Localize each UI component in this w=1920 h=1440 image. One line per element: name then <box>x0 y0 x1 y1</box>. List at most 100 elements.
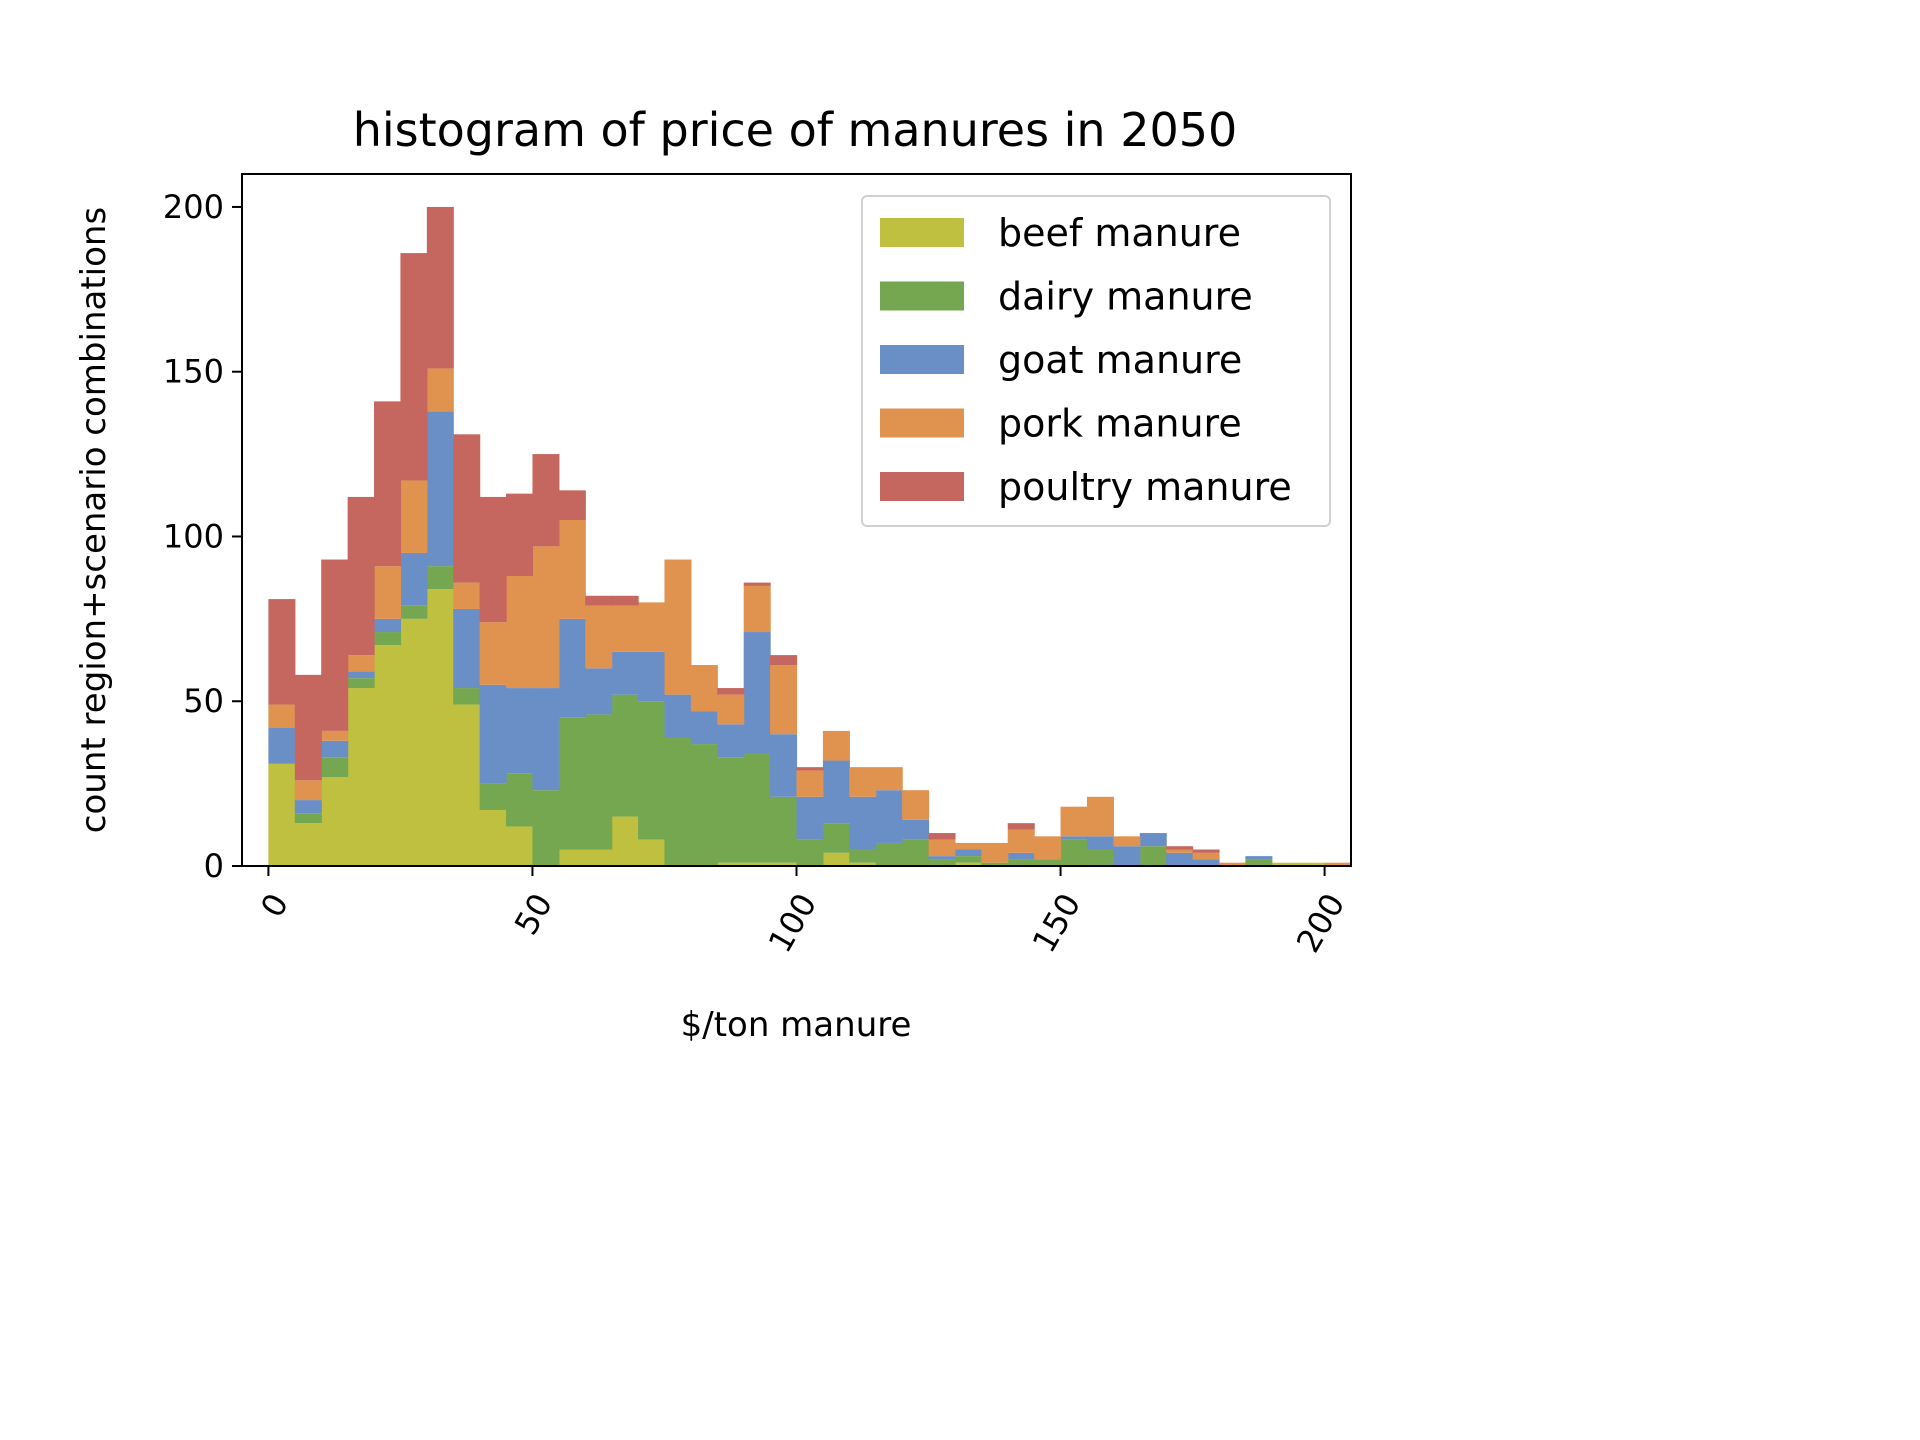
bar-goat-manure-bin-125 <box>928 856 956 860</box>
bar-beef-manure-bin-5 <box>294 823 322 866</box>
bar-beef-manure-bin-0 <box>268 763 296 866</box>
y-tick-label: 50 <box>183 682 224 720</box>
bar-beef-manure-bin-20 <box>374 645 402 866</box>
bar-goat-manure-bin-90 <box>743 632 771 754</box>
bar-pork-manure-bin-140 <box>1007 829 1035 853</box>
bar-beef-manure-bin-40 <box>479 809 507 866</box>
bar-poultry-manure-bin-40 <box>479 496 507 623</box>
bar-pork-manure-bin-100 <box>796 770 824 797</box>
bar-beef-manure-bin-190 <box>1271 862 1299 866</box>
bar-pork-manure-bin-120 <box>902 790 930 820</box>
bar-dairy-manure-bin-105 <box>822 823 850 853</box>
bar-poultry-manure-bin-175 <box>1192 849 1220 853</box>
bar-dairy-manure-bin-100 <box>796 839 824 866</box>
bar-dairy-manure-bin-95 <box>770 796 798 863</box>
bar-pork-manure-bin-105 <box>822 730 850 761</box>
bar-pork-manure-bin-70 <box>638 602 666 652</box>
bar-goat-manure-bin-95 <box>770 734 798 797</box>
bar-pork-manure-bin-170 <box>1166 849 1194 853</box>
bar-dairy-manure-bin-50 <box>532 790 560 866</box>
bar-beef-manure-bin-130 <box>954 862 982 866</box>
bar-dairy-manure-bin-5 <box>294 813 322 824</box>
bar-pork-manure-bin-175 <box>1192 852 1220 860</box>
bar-pork-manure-bin-40 <box>479 622 507 685</box>
bar-beef-manure-bin-35 <box>453 704 481 866</box>
bar-goat-manure-bin-0 <box>268 727 296 764</box>
bar-pork-manure-bin-30 <box>426 368 454 412</box>
bar-beef-manure-bin-85 <box>717 862 745 866</box>
bar-goat-manure-bin-40 <box>479 684 507 784</box>
bar-poultry-manure-bin-170 <box>1166 846 1194 850</box>
legend-swatch-poultry-manure <box>880 472 964 501</box>
bar-beef-manure-bin-65 <box>611 816 639 866</box>
bar-pork-manure-bin-60 <box>585 605 613 669</box>
bar-pork-manure-bin-160 <box>1113 836 1141 847</box>
y-axis: 0 50 100 150 200 <box>163 188 242 885</box>
bar-dairy-manure-bin-165 <box>1139 846 1167 866</box>
bar-goat-manure-bin-5 <box>294 800 322 814</box>
bar-goat-manure-bin-155 <box>1086 836 1114 850</box>
x-axis-label: $/ton manure <box>681 1005 912 1045</box>
chart-title: histogram of price of manures in 2050 <box>353 103 1238 157</box>
bar-goat-manure-bin-60 <box>585 668 613 715</box>
bar-goat-manure-bin-85 <box>717 724 745 758</box>
bar-goat-manure-bin-70 <box>638 651 666 702</box>
bar-goat-manure-bin-55 <box>558 618 586 718</box>
bar-goat-manure-bin-150 <box>1060 836 1088 840</box>
bar-dairy-manure-bin-20 <box>374 632 402 646</box>
x-tick-label: 0 <box>253 887 296 924</box>
bar-dairy-manure-bin-75 <box>664 737 692 866</box>
bar-goat-manure-bin-110 <box>849 796 877 850</box>
legend-swatch-dairy-manure <box>880 281 964 311</box>
bar-dairy-manure-bin-155 <box>1086 849 1114 866</box>
bar-pork-manure-bin-130 <box>954 842 982 850</box>
bar-pork-manure-bin-75 <box>664 559 692 695</box>
bar-pork-manure-bin-110 <box>849 767 877 797</box>
bar-poultry-manure-bin-60 <box>585 595 613 606</box>
bar-pork-manure-bin-20 <box>374 566 402 619</box>
bar-goat-manure-bin-115 <box>875 790 903 843</box>
bar-pork-manure-bin-35 <box>453 582 481 609</box>
bar-goat-manure-bin-170 <box>1166 852 1194 866</box>
y-axis-label: count region+scenario combinations <box>74 207 114 833</box>
y-tick-label: 150 <box>163 353 224 391</box>
bar-goat-manure-bin-25 <box>400 552 428 606</box>
bar-pork-manure-bin-50 <box>532 546 560 689</box>
bars-group <box>268 206 1352 866</box>
legend-swatch-pork-manure <box>880 408 964 438</box>
bar-goat-manure-bin-160 <box>1113 846 1141 866</box>
bar-pork-manure-bin-155 <box>1086 796 1114 837</box>
bar-pork-manure-bin-55 <box>558 520 586 619</box>
bar-pork-manure-bin-45 <box>506 576 534 689</box>
bar-pork-manure-bin-90 <box>743 585 771 633</box>
bar-beef-manure-bin-30 <box>426 589 454 866</box>
bar-dairy-manure-bin-150 <box>1060 839 1088 866</box>
bar-pork-manure-bin-0 <box>268 704 296 728</box>
bar-poultry-manure-bin-85 <box>717 688 745 695</box>
bar-goat-manure-bin-50 <box>532 688 560 791</box>
bar-dairy-manure-bin-120 <box>902 839 930 866</box>
bar-dairy-manure-bin-130 <box>954 856 982 863</box>
bar-beef-manure-bin-10 <box>321 777 349 866</box>
bar-pork-manure-bin-200 <box>1324 862 1352 866</box>
bar-goat-manure-bin-105 <box>822 760 850 824</box>
bar-dairy-manure-bin-30 <box>426 566 454 590</box>
bar-poultry-manure-bin-25 <box>400 253 428 481</box>
bar-beef-manure-bin-25 <box>400 618 428 866</box>
bar-dairy-manure-bin-15 <box>347 678 375 689</box>
legend-label-dairy-manure: dairy manure <box>998 275 1253 319</box>
bar-dairy-manure-bin-135 <box>981 862 1009 866</box>
bar-goat-manure-bin-20 <box>374 618 402 633</box>
bar-dairy-manure-bin-90 <box>743 753 771 863</box>
bar-beef-manure-bin-60 <box>585 849 613 866</box>
bar-poultry-manure-bin-45 <box>506 493 534 577</box>
bar-dairy-manure-bin-80 <box>690 744 718 866</box>
bar-goat-manure-bin-130 <box>954 849 982 857</box>
legend-label-beef-manure: beef manure <box>998 211 1241 255</box>
bar-dairy-manure-bin-65 <box>611 694 639 817</box>
bar-goat-manure-bin-175 <box>1192 859 1220 866</box>
bar-poultry-manure-bin-15 <box>347 496 375 656</box>
bar-goat-manure-bin-15 <box>347 671 375 679</box>
legend-label-goat-manure: goat manure <box>998 338 1242 382</box>
y-tick-label: 0 <box>204 847 224 885</box>
